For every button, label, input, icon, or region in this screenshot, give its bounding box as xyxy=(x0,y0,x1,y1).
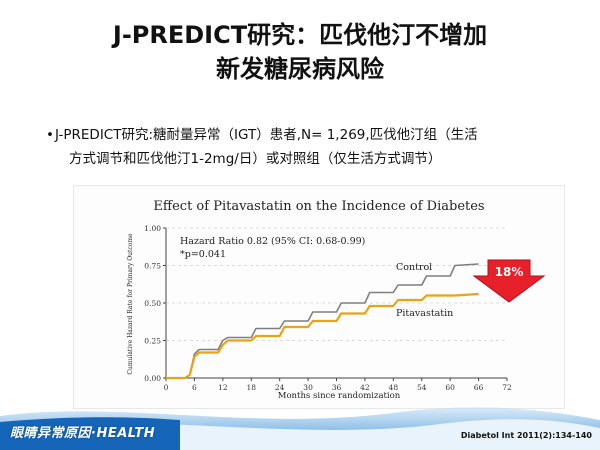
title-line-2: 新发糖尿病风险 xyxy=(216,55,384,83)
x-tick-label: 72 xyxy=(502,383,512,392)
brand-logo: 眼睛异常原因·HEALTH xyxy=(10,426,156,441)
x-tick-label: 6 xyxy=(192,383,197,392)
y-tick-label: 0.25 xyxy=(144,337,161,346)
x-tick-label: 54 xyxy=(417,383,427,392)
x-tick-label: 18 xyxy=(246,383,256,392)
bullet-text: • J-PREDICT研究:糖耐量异常（IGT）患者,N= 1,269,匹伐他汀… xyxy=(46,123,585,171)
slide-title: J-PREDICT研究：匹伐他汀不增加 新发糖尿病风险 xyxy=(20,18,580,86)
bullet-line-1: J-PREDICT研究:糖耐量异常（IGT）患者,N= 1,269,匹伐他汀组（… xyxy=(55,127,478,143)
x-tick-label: 60 xyxy=(445,383,455,392)
x-tick-label: 36 xyxy=(332,383,342,392)
bullet-line-2: 方式调节和匹伐他汀1-2mg/日）或对照组（仅生活方式调节） xyxy=(69,151,442,167)
chart-title: Effect of Pitavastatin on the Incidence … xyxy=(153,199,484,214)
x-tick-label: 48 xyxy=(389,383,399,392)
y-axis-label: Cumulative Hazard Rate for Primary Outco… xyxy=(127,233,134,375)
annotation-p-value: *p=0.041 xyxy=(180,249,226,260)
chart-axes: 0.00 0.25 0.50 0.75 1.00 0 6 12 18 24 30 36 42 48 54 60… xyxy=(144,224,512,392)
x-tick-label: 12 xyxy=(218,383,228,392)
x-tick-label: 42 xyxy=(360,383,370,392)
x-tick-label: 24 xyxy=(275,383,285,392)
y-tick-label: 0.75 xyxy=(144,262,161,271)
x-axis-label: Months since randomization xyxy=(278,391,401,401)
series-line-pitavastatin xyxy=(166,292,479,380)
reduction-percent-label: 18% xyxy=(495,265,524,279)
down-arrow-icon xyxy=(472,259,546,303)
y-tick-label: 0.50 xyxy=(144,299,161,308)
x-tick-label: 0 xyxy=(164,383,169,392)
bullet-dot-icon: • xyxy=(46,127,54,143)
legend-pitavastatin: Pitavastatin xyxy=(396,308,453,319)
x-tick-label: 66 xyxy=(474,383,484,392)
series-line-control xyxy=(166,263,479,379)
y-tick-label: 0.00 xyxy=(144,374,161,383)
annotation-hazard-ratio: Hazard Ratio 0.82 (95% CI: 0.68-0.99) xyxy=(180,236,365,247)
y-tick-label: 1.00 xyxy=(144,224,161,233)
title-line-1: J-PREDICT研究：匹伐他汀不增加 xyxy=(112,21,488,49)
chart-svg: Effect of Pitavastatin on the Incidence … xyxy=(127,199,546,401)
chart-frame: Effect of Pitavastatin on the Incidence … xyxy=(73,185,565,409)
x-tick-label: 30 xyxy=(303,383,313,392)
legend-control: Control xyxy=(396,262,432,273)
reduction-arrow-callout: 18% xyxy=(472,259,546,303)
chart-lines xyxy=(166,263,479,380)
footer-wave-band xyxy=(0,407,600,450)
citation: Diabetol Int 2011(2):134-140 xyxy=(460,431,592,440)
